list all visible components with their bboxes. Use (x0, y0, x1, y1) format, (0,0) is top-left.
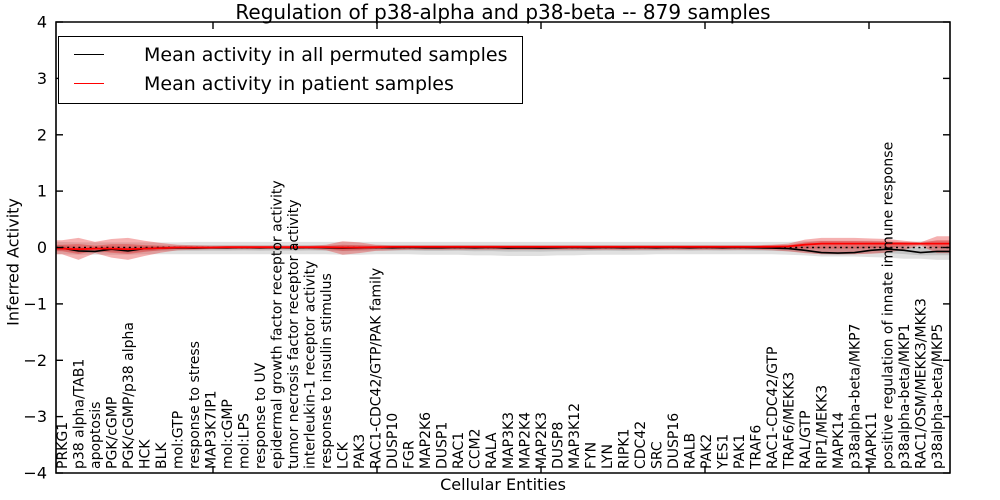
y-tick-label: 1 (37, 182, 47, 201)
x-tick-label: CDC42 (633, 421, 649, 469)
x-tick-label: HCK (138, 439, 154, 469)
x-tick-label: positive regulation of innate immune res… (881, 142, 897, 469)
y-tick-label: 4 (37, 13, 47, 32)
x-tick-label: DUSP16 (666, 413, 682, 469)
y-tick-label: −4 (23, 464, 47, 483)
y-tick-label: 0 (37, 238, 47, 257)
x-tick-label: response to insulin stimulus (319, 273, 335, 469)
x-tick-label: p38alpha-beta/MKP7 (848, 324, 864, 469)
y-tick-label: −1 (23, 294, 47, 313)
x-tick-label: RAC1-CDC42/GTP (765, 347, 781, 469)
legend-label-permuted: Mean activity in all permuted samples (144, 43, 508, 66)
x-axis-label: Cellular Entities (440, 475, 566, 494)
x-tick-label: MAPK14 (831, 412, 847, 469)
y-tick-label: −3 (23, 407, 47, 426)
legend-label-patient: Mean activity in patient samples (144, 72, 454, 95)
legend-line-sample-red (74, 83, 104, 84)
x-tick-label: RAC1 (451, 432, 467, 469)
legend-item-patient: Mean activity in patient samples (74, 69, 516, 98)
x-tick-label: PAK3 (352, 434, 368, 469)
x-tick-label: mol:GTP (171, 411, 187, 469)
x-tick-label: RALB (682, 433, 698, 469)
legend-line-sample-black (74, 54, 104, 55)
x-tick-label: PAK1 (732, 434, 748, 469)
x-tick-label: MAP3K12 (567, 403, 583, 469)
x-tick-label: apoptosis (88, 402, 104, 469)
x-tick-label: DUSP8 (550, 422, 566, 469)
x-tick-label: LYN (600, 444, 616, 469)
x-tick-label: RIP1/MEKK3 (814, 385, 830, 469)
x-tick-label: p38alpha-beta/MKP5 (930, 324, 946, 469)
x-tick-label: MAPK11 (864, 412, 880, 469)
x-tick-label: p38alpha-beta/MKP1 (897, 324, 913, 469)
x-tick-label: FGR (402, 440, 418, 469)
permuted-band-outer (56, 240, 950, 260)
x-tick-label: PAK2 (699, 434, 715, 469)
x-tick-label: MAP2K3 (534, 412, 550, 469)
x-tick-label: p38 alpha/TAB1 (72, 359, 88, 469)
y-tick-label: 3 (37, 69, 47, 88)
x-tick-label: YES1 (715, 434, 731, 470)
x-tick-label: DUSP1 (435, 422, 451, 469)
x-tick-label: PRKG1 (55, 422, 71, 469)
x-tick-label: TRAF6 (748, 425, 764, 470)
y-axis-label: Inferred Activity (3, 198, 23, 326)
x-tick-label: mol:cGMP (220, 399, 236, 469)
x-tick-label: interleukin-1 receptor activity (303, 261, 319, 469)
x-tick-label: mol:LPS (237, 413, 253, 469)
x-tick-label: MAP2K6 (418, 412, 434, 469)
x-tick-label: PGK/cGMP (105, 397, 121, 469)
legend-item-permuted: Mean activity in all permuted samples (74, 40, 516, 69)
y-tick-label: 2 (37, 125, 47, 144)
x-tick-label: FYN (583, 442, 599, 469)
x-tick-label: MAP3K3 (501, 412, 517, 469)
x-tick-label: LCK (336, 441, 352, 469)
x-tick-label: response to stress (187, 341, 203, 469)
x-tick-label: MAP3K7IP1 (204, 390, 220, 469)
chart-title: Regulation of p38-alpha and p38-beta -- … (235, 0, 771, 24)
x-tick-label: response to UV (253, 362, 269, 469)
x-tick-label: RAL/GTP (798, 410, 814, 469)
x-tick-label: epidermal growth factor receptor activit… (270, 180, 286, 469)
x-tick-label: tumor necrosis factor receptor activity (286, 200, 302, 470)
y-tick-label: −2 (23, 351, 47, 370)
x-tick-label: RALA (484, 432, 500, 469)
x-tick-label: PGK/cGMP/p38 alpha (121, 322, 137, 469)
x-tick-label: RAC1-CDC42/GTP/PAK family (369, 268, 385, 469)
x-tick-label: RIPK1 (616, 429, 632, 469)
x-tick-label: RAC1/OSM/MEKK3/MKK3 (914, 298, 930, 469)
x-tick-label: MAP2K4 (517, 412, 533, 469)
legend: Mean activity in all permuted samples Me… (58, 36, 523, 104)
patient-mean-line (56, 242, 950, 251)
x-tick-label: TRAF6/MEKK3 (781, 372, 797, 470)
x-tick-label: DUSP10 (385, 413, 401, 469)
x-tick-label: BLK (154, 442, 170, 469)
x-tick-label: SRC (649, 441, 665, 469)
x-tick-label: CCM2 (468, 428, 484, 469)
